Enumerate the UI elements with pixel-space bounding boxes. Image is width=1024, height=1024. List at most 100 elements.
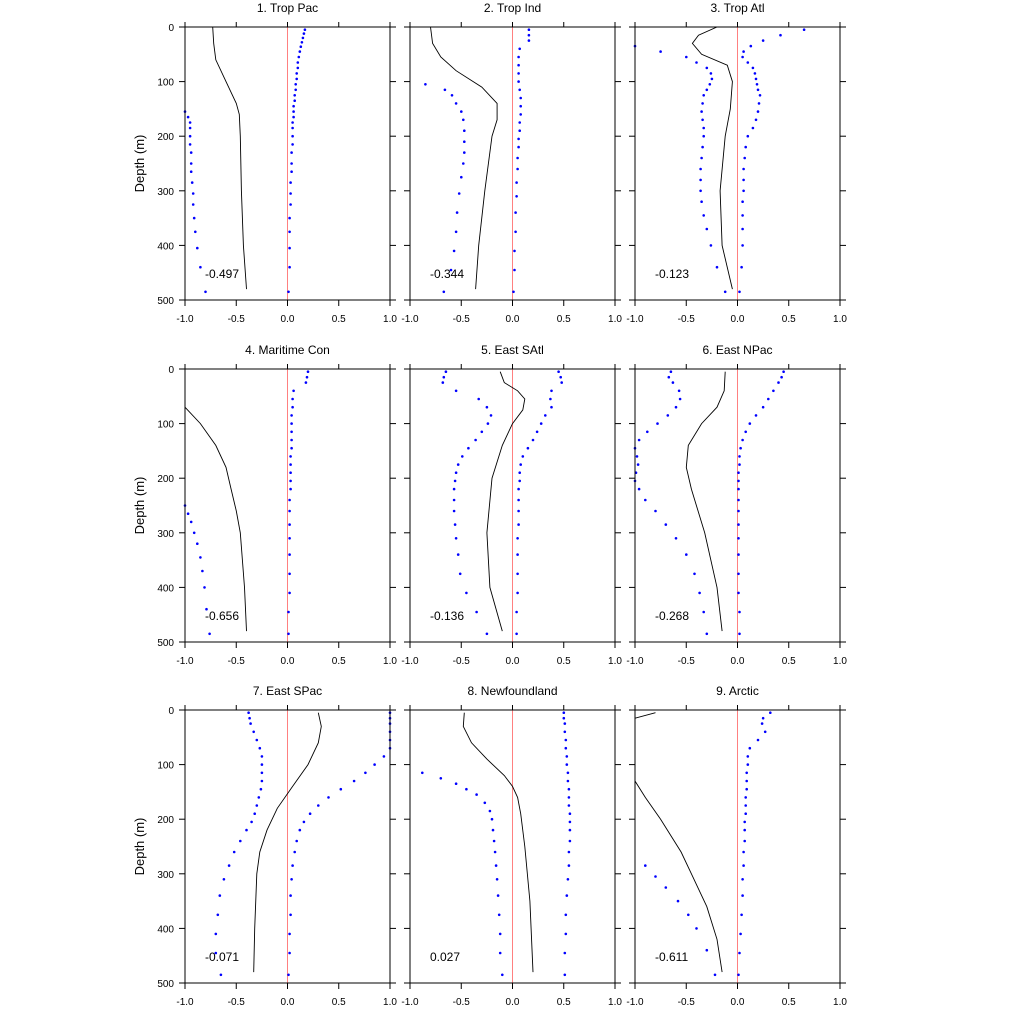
x-tick-label: 0.0 <box>506 656 520 667</box>
lower-bound-dot <box>494 864 498 867</box>
upper-bound-dot <box>293 99 297 102</box>
correlation-value: -0.344 <box>430 267 464 281</box>
upper-bound-dot <box>566 779 570 783</box>
upper-bound-dot <box>737 572 740 576</box>
upper-bound-dot <box>518 479 521 483</box>
upper-bound-dot <box>738 610 741 614</box>
x-tick-label: -0.5 <box>678 997 696 1008</box>
upper-bound-dot <box>302 820 306 824</box>
lower-bound-dot <box>450 94 454 97</box>
upper-bound-dot <box>517 487 520 491</box>
correlation-value: -0.497 <box>205 267 239 281</box>
lower-bound-dot <box>467 446 470 450</box>
upper-bound-dot <box>317 804 320 807</box>
upper-bound-dot <box>742 850 745 854</box>
upper-bound-dot <box>293 850 297 854</box>
lower-bound-dot <box>475 793 478 796</box>
upper-bound-dot <box>526 446 530 450</box>
x-tick-label: -1.0 <box>176 997 194 1008</box>
y-tick-label: 500 <box>157 979 174 990</box>
upper-bound-dot <box>290 878 293 881</box>
lower-bound-dot <box>637 438 641 442</box>
lower-bound-dot <box>454 389 458 393</box>
profile-line <box>685 371 726 632</box>
lower-bound-dot <box>196 246 199 250</box>
lower-bound-dot <box>190 181 194 184</box>
upper-bound-dot <box>743 839 746 843</box>
lower-bound-dot <box>249 722 252 725</box>
lower-bound-dot <box>191 203 195 206</box>
lower-bound-dot <box>454 102 458 105</box>
upper-bound-dot <box>517 145 520 149</box>
upper-bound-dot <box>737 498 740 502</box>
lower-bound-dot <box>485 405 489 409</box>
upper-bound-dot <box>744 430 747 434</box>
upper-bound-dot <box>288 523 291 526</box>
x-tick-label: -0.5 <box>678 314 696 325</box>
lower-bound-dot <box>664 523 668 526</box>
lower-bound-dot <box>189 520 193 524</box>
panel-2: 2. Trop Ind -1.0 -0.5 0.0 0.5 1.0 -0.344 <box>401 1 622 325</box>
upper-bound-dot <box>290 430 293 434</box>
lower-bound-dot <box>486 422 490 425</box>
lower-bound-dot <box>239 839 242 843</box>
upper-bound-dot <box>288 537 291 540</box>
panel-title: 6. East NPac <box>702 343 772 357</box>
lower-bound-dot <box>480 430 484 434</box>
correlation-value: -0.268 <box>655 609 689 623</box>
upper-bound-dot <box>739 446 742 450</box>
y-tick-label: 300 <box>157 870 174 881</box>
lower-bound-dot <box>452 509 456 513</box>
upper-bound-dot <box>754 118 758 122</box>
upper-bound-dot <box>294 83 298 86</box>
upper-bound-dot <box>568 839 572 843</box>
lower-bound-dot <box>493 850 497 854</box>
x-tick-label: -1.0 <box>401 314 419 325</box>
upper-bound-dot <box>756 738 760 742</box>
upper-bound-dot <box>290 162 293 165</box>
lower-bound-dot <box>489 414 493 417</box>
upper-bound-dot <box>302 32 306 35</box>
upper-bound-dot <box>745 787 748 791</box>
upper-bound-dot <box>516 156 519 160</box>
upper-bound-dot <box>289 463 292 466</box>
lower-bound-dot <box>498 932 502 936</box>
lower-bound-dot <box>671 381 675 384</box>
upper-bound-dot <box>753 72 757 75</box>
x-tick-label: 0.0 <box>731 656 745 667</box>
x-tick-label: 0.5 <box>782 997 796 1008</box>
lower-bound-dot <box>685 55 688 59</box>
lower-bound-dot <box>495 878 499 881</box>
lower-bound-dot <box>685 553 688 556</box>
lower-bound-dot <box>455 211 459 214</box>
lower-bound-dot <box>699 189 702 193</box>
lower-bound-dot <box>483 801 487 805</box>
lower-bound-dot <box>421 771 424 775</box>
y-axis-label: Depth (m) <box>132 135 147 193</box>
lower-bound-dot <box>723 290 727 294</box>
upper-bound-dot <box>544 414 547 417</box>
lower-bound-dot <box>463 151 466 154</box>
lower-bound-dot <box>258 746 262 750</box>
upper-bound-dot <box>289 203 292 206</box>
upper-bound-dot <box>741 200 744 203</box>
panel-6: 6. East NPac -1.0 -0.5 0.0 0.5 1.0 -0.268 <box>626 343 847 667</box>
upper-bound-dot <box>515 610 518 614</box>
x-tick-label: 0.0 <box>506 997 520 1008</box>
upper-bound-dot <box>308 812 312 815</box>
profile-line <box>212 27 247 290</box>
x-tick-label: -0.5 <box>228 314 246 325</box>
upper-bound-dot <box>301 36 305 40</box>
upper-bound-dot <box>292 389 295 393</box>
x-tick-label: 0.5 <box>557 656 571 667</box>
x-tick-label: 1.0 <box>383 656 397 667</box>
upper-bound-dot <box>566 771 570 775</box>
upper-bound-dot <box>539 422 543 425</box>
lower-bound-dot <box>452 498 456 502</box>
lower-bound-dot <box>644 864 647 867</box>
lower-bound-dot <box>452 487 456 491</box>
panel-9: 9. Arctic -1.0 -0.5 0.0 0.5 1.0 -0.611 <box>626 684 847 1008</box>
upper-bound-dot <box>782 370 785 374</box>
lower-bound-dot <box>693 572 696 576</box>
upper-bound-dot <box>515 195 518 198</box>
